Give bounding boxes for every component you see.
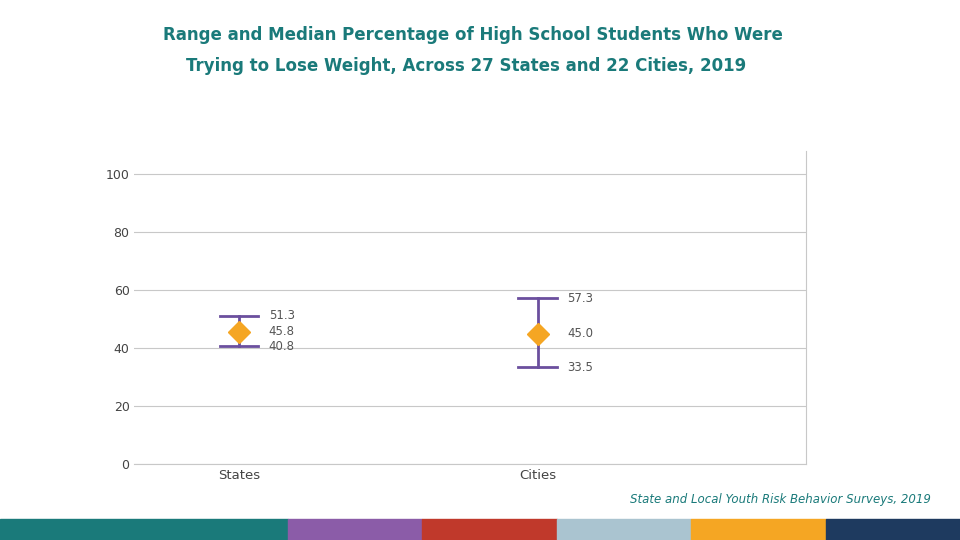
Bar (288, 519, 422, 540)
Text: Trying to Lose Weight, Across 27 States and 22 Cities, 2019: Trying to Lose Weight, Across 27 States … (163, 57, 747, 75)
Text: Range and Median Percentage of High School Students Who Were: Range and Median Percentage of High Scho… (163, 26, 783, 44)
Text: 45.8: 45.8 (269, 325, 295, 338)
Bar (691, 519, 826, 540)
Text: 33.5: 33.5 (567, 361, 593, 374)
Text: 57.3: 57.3 (567, 292, 593, 305)
Text: State and Local Youth Risk Behavior Surveys, 2019: State and Local Youth Risk Behavior Surv… (631, 493, 931, 506)
Bar (826, 519, 960, 540)
Bar (422, 519, 557, 540)
Text: 45.0: 45.0 (567, 327, 593, 340)
Text: 40.8: 40.8 (269, 340, 295, 353)
Text: 51.3: 51.3 (269, 309, 295, 322)
Bar (557, 519, 691, 540)
Bar (0, 519, 288, 540)
